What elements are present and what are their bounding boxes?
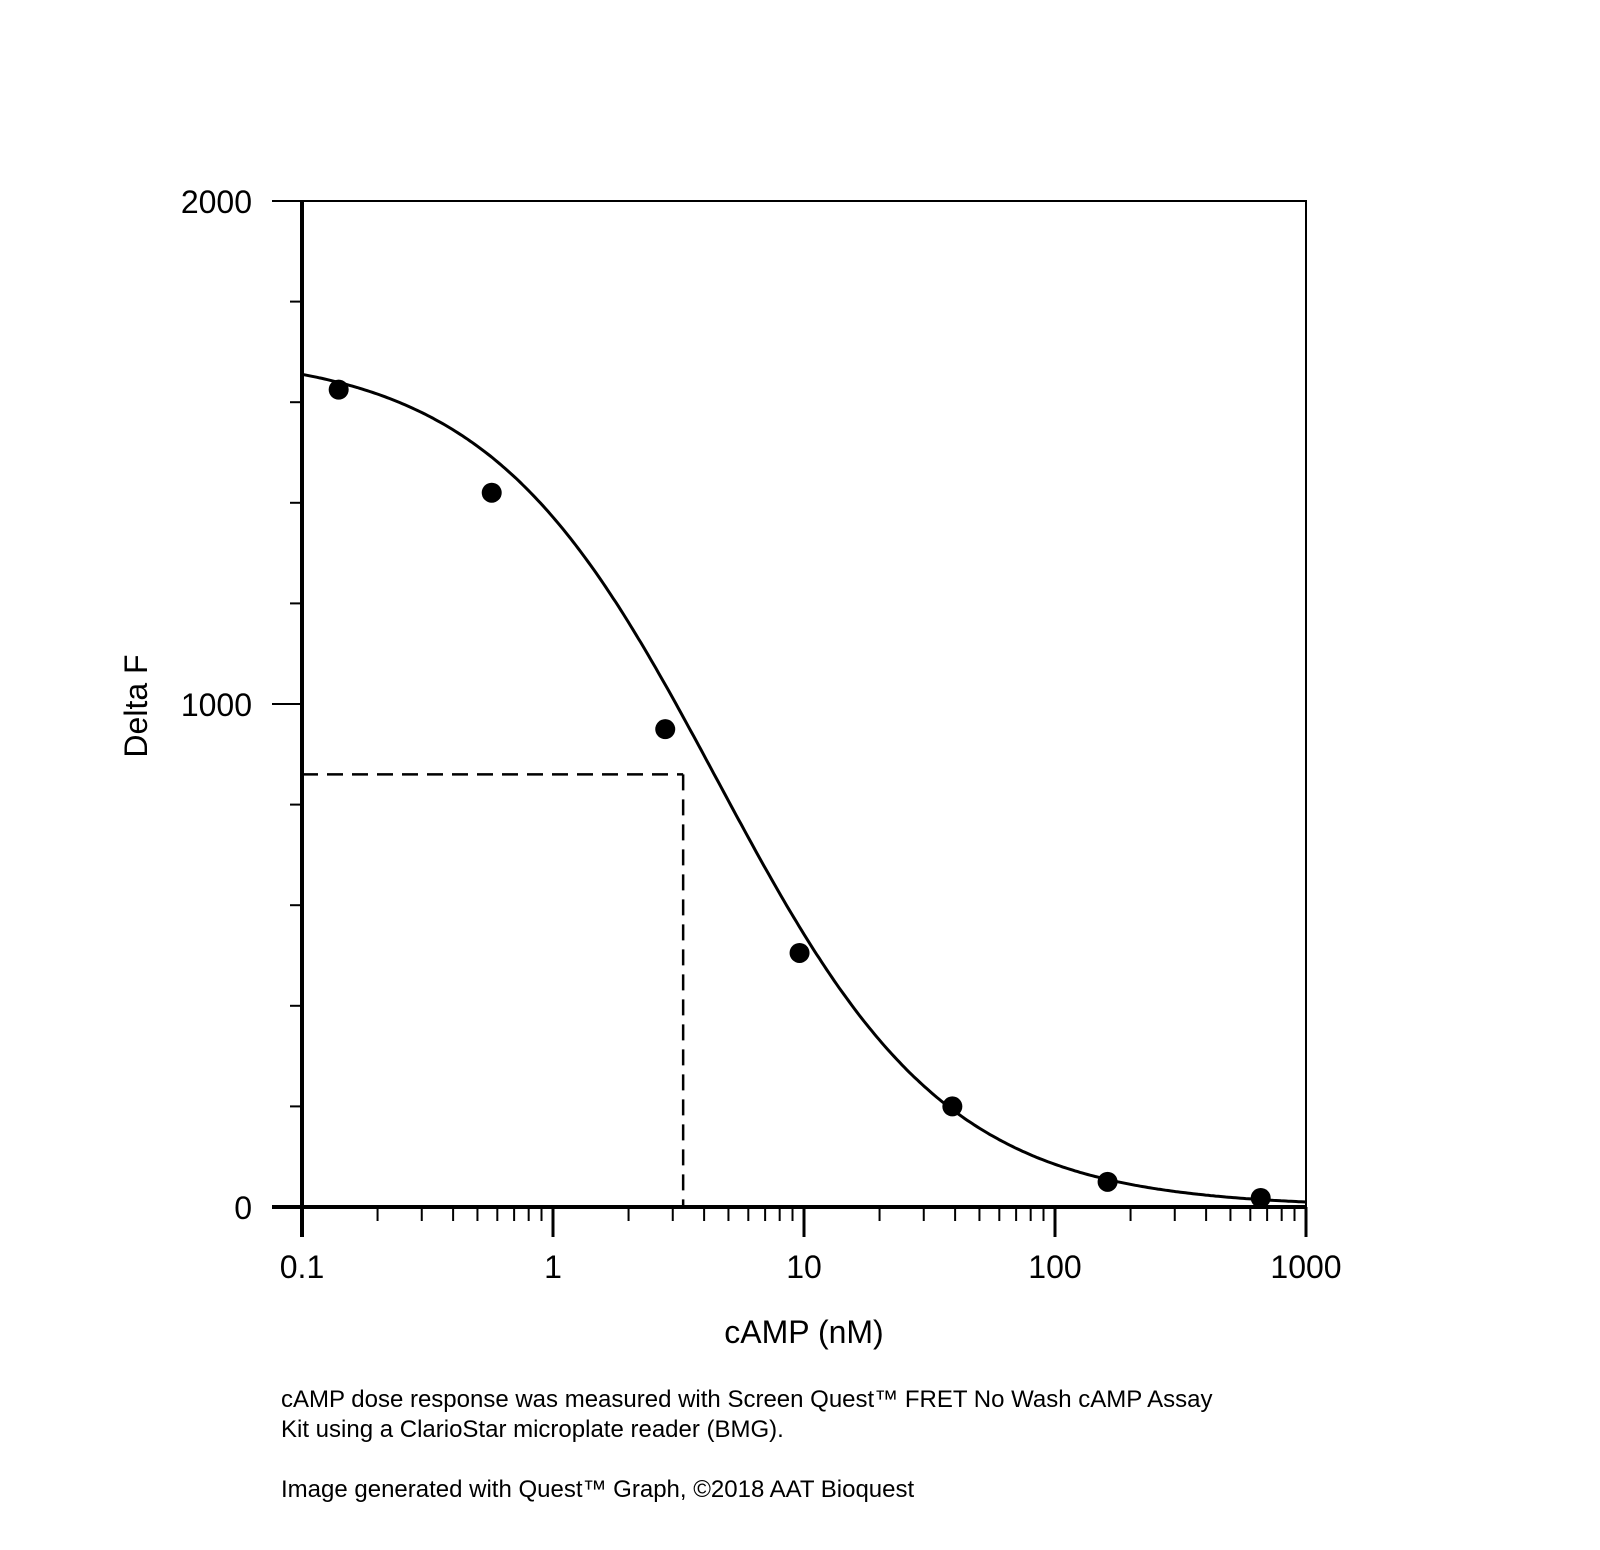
x-tick-label: 0.1 (280, 1249, 324, 1285)
x-tick-label: 100 (1028, 1249, 1081, 1285)
data-point (328, 379, 349, 400)
data-point (655, 719, 676, 740)
caption-line-1: cAMP dose response was measured with Scr… (281, 1386, 1213, 1413)
y-tick-label: 0 (234, 1190, 252, 1226)
y-axis-label: Delta F (118, 654, 154, 757)
data-point (942, 1096, 963, 1117)
x-tick-label: 10 (786, 1249, 822, 1285)
data-point (789, 942, 810, 963)
x-axis-label: cAMP (nM) (724, 1314, 883, 1350)
axes: 0 1000 2000 0.1 1 10 100 1000 (181, 184, 1342, 1285)
caption-line-2: Kit using a ClarioStar microplate reader… (281, 1416, 784, 1443)
fit-curve (301, 372, 1307, 1204)
data-point (1250, 1187, 1271, 1208)
y-tick-label: 2000 (181, 184, 252, 220)
data-points (328, 379, 1271, 1208)
y-tick-label: 1000 (181, 687, 252, 723)
data-point (481, 482, 502, 503)
data-point (1097, 1171, 1118, 1192)
plot-frame (301, 200, 1307, 1208)
x-tick-label: 1000 (1270, 1249, 1341, 1285)
reference-lines (302, 773, 685, 1207)
credit-line: Image generated with Quest™ Graph, ©2018… (281, 1476, 915, 1503)
x-tick-label: 1 (544, 1249, 562, 1285)
